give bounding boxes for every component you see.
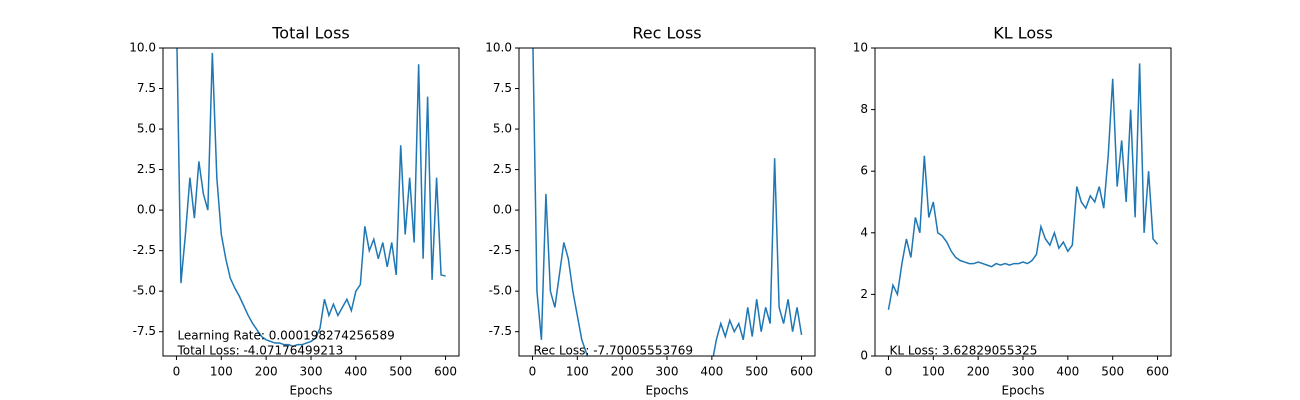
x-tick-label: 200 <box>611 365 634 379</box>
annotation: KL Loss: 3.62829055325 <box>889 344 1037 358</box>
y-tick-label: 5.0 <box>493 122 512 136</box>
x-tick-label: 200 <box>255 365 278 379</box>
x-tick-label: 300 <box>1012 365 1035 379</box>
annotation: Total Loss: -4.07176499213 <box>176 344 343 358</box>
y-tick-label: 0.0 <box>137 203 156 217</box>
y-tick-label: 7.5 <box>137 81 156 95</box>
subplot: Total Loss Epochs 0 100 200 300 400 500 600 -7.5 -… <box>129 24 460 398</box>
y-tick-label: 6 <box>860 164 868 178</box>
annotation: Rec Loss: -7.70005553769 <box>533 344 693 358</box>
chart-title: KL Loss <box>993 24 1053 43</box>
y-tick-label: 5.0 <box>137 122 156 136</box>
axes-frame <box>162 47 460 357</box>
x-tick-label: 400 <box>1056 365 1079 379</box>
annotation: Learning Rate: 0.000198274256589 <box>177 329 394 343</box>
y-tick-label: 0.0 <box>493 203 512 217</box>
x-tick-label: 0 <box>173 365 181 379</box>
axes-frame <box>518 47 816 357</box>
x-tick-label: 100 <box>210 365 233 379</box>
x-tick-label: 100 <box>922 365 945 379</box>
loss-line <box>532 48 803 356</box>
x-axis-label: Epochs <box>646 384 689 398</box>
x-tick-label: 300 <box>300 365 323 379</box>
y-tick-label: 4 <box>860 225 868 239</box>
loss-line <box>887 63 1159 310</box>
x-tick-label: 500 <box>745 365 768 379</box>
y-tick-label: 10.0 <box>485 41 512 55</box>
y-tick-label: -2.5 <box>489 243 512 257</box>
x-tick-label: 400 <box>700 365 723 379</box>
x-tick-label: 400 <box>344 365 367 379</box>
y-tick-label: 2 <box>860 287 868 301</box>
y-tick-label: 7.5 <box>493 81 512 95</box>
y-tick-label: -5.0 <box>133 284 156 298</box>
y-tick-label: -2.5 <box>133 243 156 257</box>
x-tick-label: 500 <box>389 365 412 379</box>
x-axis-label: Epochs <box>290 384 333 398</box>
x-tick-label: 200 <box>967 365 990 379</box>
chart-title: Rec Loss <box>632 24 701 43</box>
x-tick-label: 600 <box>1146 365 1169 379</box>
x-tick-label: 100 <box>566 365 589 379</box>
x-tick-label: 0 <box>885 365 893 379</box>
y-tick-label: -7.5 <box>133 324 156 338</box>
y-tick-label: 2.5 <box>493 162 512 176</box>
x-tick-label: 300 <box>656 365 679 379</box>
y-tick-label: 2.5 <box>137 162 156 176</box>
x-tick-label: 0 <box>529 365 537 379</box>
loss-line <box>176 48 446 348</box>
y-tick-label: 10.0 <box>129 41 156 55</box>
x-tick-label: 500 <box>1101 365 1124 379</box>
y-tick-label: 10 <box>853 41 868 55</box>
y-tick-label: -5.0 <box>489 284 512 298</box>
y-tick-label: -7.5 <box>489 324 512 338</box>
y-tick-label: 8 <box>860 102 868 116</box>
subplot: KL Loss Epochs 0 100 200 300 400 500 600 0 2 4 6 8 10 K… <box>853 24 1172 398</box>
x-tick-label: 600 <box>790 365 813 379</box>
axes-frame <box>874 47 1172 357</box>
x-tick-label: 600 <box>434 365 457 379</box>
subplot: Rec Loss Epochs 0 100 200 300 400 500 600 -7.5 -5.… <box>485 24 816 398</box>
y-tick-label: 0 <box>860 349 868 363</box>
x-axis-label: Epochs <box>1002 384 1045 398</box>
chart-title: Total Loss <box>271 24 350 43</box>
